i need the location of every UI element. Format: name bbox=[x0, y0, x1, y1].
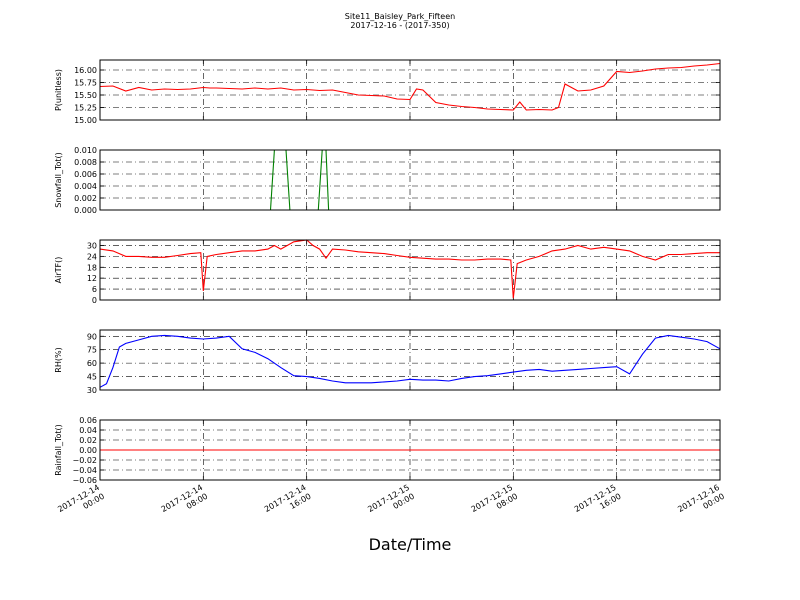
y-axis-label: AirTF() bbox=[54, 257, 63, 284]
figure-subtitle: 2017-12-16 - (2017-350) bbox=[350, 21, 449, 30]
panel-frame bbox=[99, 149, 721, 211]
y-tick-label: 15.00 bbox=[74, 116, 97, 125]
y-tick-label: −0.06 bbox=[72, 476, 97, 485]
y-tick-label: 15.25 bbox=[74, 104, 97, 113]
panel-1: 15.00 15.25 15.50 15.75 16.00 P(unitless) bbox=[54, 59, 721, 125]
series-line bbox=[99, 62, 721, 111]
y-tick-label: −0.04 bbox=[72, 466, 97, 475]
y-tick-label: 0.002 bbox=[74, 194, 97, 203]
panel-4: 30 45 60 75 90 RH(%) bbox=[54, 329, 721, 395]
panel-frame bbox=[99, 239, 721, 301]
y-tick-label: 60 bbox=[87, 359, 97, 368]
y-tick-label: 30 bbox=[87, 386, 97, 395]
y-tick-label: 16.00 bbox=[74, 66, 97, 75]
y-tick-label: 0.006 bbox=[74, 170, 97, 179]
chart-panels: 15.00 15.25 15.50 15.75 16.00 P(unitless) 0.00… bbox=[54, 59, 721, 485]
series-line bbox=[99, 239, 720, 299]
y-tick-label: 75 bbox=[87, 346, 97, 355]
y-tick-label: 0.000 bbox=[74, 206, 97, 215]
panel-frame bbox=[99, 419, 721, 481]
y-tick-label: 0.010 bbox=[74, 146, 97, 155]
y-tick-label: 12 bbox=[87, 274, 97, 283]
panel-frame bbox=[99, 59, 721, 121]
y-tick-label: 15.75 bbox=[74, 79, 97, 88]
y-tick-label: 45 bbox=[87, 373, 97, 382]
y-tick-label: 24 bbox=[87, 252, 97, 261]
y-tick-label: 90 bbox=[87, 332, 97, 341]
y-axis-label: Snowfall_Tot() bbox=[54, 152, 63, 208]
y-tick-label: 18 bbox=[87, 263, 97, 272]
series-line bbox=[99, 334, 721, 388]
y-axis-label: Rainfall_Tot() bbox=[54, 424, 63, 476]
y-tick-label: 0.02 bbox=[79, 436, 97, 445]
y-tick-label: 30 bbox=[87, 241, 97, 250]
panel-frame bbox=[99, 329, 721, 391]
y-tick-label: 6 bbox=[92, 285, 97, 294]
y-tick-label: 0 bbox=[92, 296, 97, 305]
panel-3: 0 6 12 18 24 30 AirTF() bbox=[54, 239, 721, 305]
y-tick-label: 0.004 bbox=[74, 182, 97, 191]
panel-5: −0.06−0.04−0.020.000.020.040.06 Rainfall_… bbox=[54, 416, 721, 485]
y-tick-label: 0.00 bbox=[79, 446, 97, 455]
figure-title: Site11_Baisley_Park_Fifteen bbox=[345, 12, 455, 21]
y-tick-label: 15.50 bbox=[74, 91, 97, 100]
y-tick-label: 0.04 bbox=[79, 426, 97, 435]
y-tick-label: 0.06 bbox=[79, 416, 97, 425]
y-tick-label: −0.02 bbox=[72, 456, 97, 465]
y-axis-label: P(unitless) bbox=[54, 69, 63, 111]
y-axis-label: RH(%) bbox=[54, 347, 63, 372]
x-axis-label: Date/Time bbox=[369, 535, 452, 554]
panel-2: 0.000 0.002 0.004 0.006 0.008 0.010 Snowfall_T… bbox=[54, 146, 721, 215]
y-tick-label: 0.008 bbox=[74, 158, 97, 167]
